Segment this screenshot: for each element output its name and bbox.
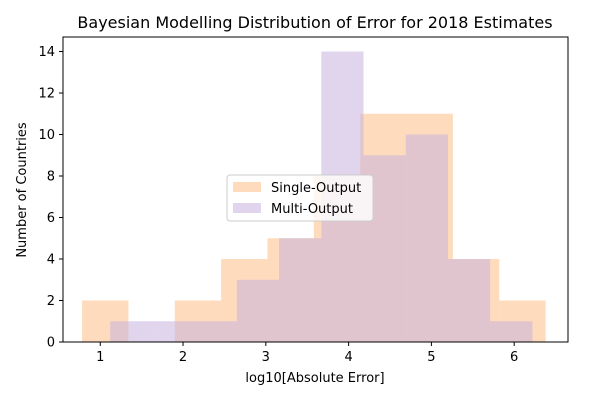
y-tick-label: 10: [38, 128, 55, 143]
bar-multi-output-4: [279, 238, 322, 342]
x-tick-label: 1: [96, 350, 104, 365]
legend-label-multi-output: Multi-Output: [271, 202, 353, 217]
bar-multi-output-1: [152, 321, 195, 342]
x-tick-label: 5: [427, 350, 435, 365]
y-tick-label: 8: [47, 170, 55, 185]
x-tick-label: 6: [510, 350, 518, 365]
x-tick-label: 3: [262, 350, 270, 365]
y-axis-label: Number of Countries: [15, 122, 30, 258]
legend-label-single-output: Single-Output: [271, 181, 361, 196]
y-tick-label: 0: [47, 336, 55, 351]
bar-multi-output-7: [405, 134, 448, 342]
y-tick-label: 6: [47, 211, 55, 226]
bar-multi-output-9: [490, 321, 533, 342]
bar-multi-output-2: [194, 321, 237, 342]
legend-box: [226, 174, 374, 222]
y-tick-label: 2: [47, 294, 55, 309]
x-tick-label: 4: [344, 350, 352, 365]
y-tick-label: 14: [38, 45, 55, 60]
bar-multi-output-3: [236, 279, 280, 342]
chart-title: Bayesian Modelling Distribution of Error…: [77, 13, 552, 32]
y-axis-ticks: 0 2 4 6 8 10 12 14: [38, 45, 63, 351]
plot-frame: [62, 36, 569, 343]
x-axis-ticks: 1 2 3 4 5 6: [96, 342, 518, 365]
x-tick-label: 2: [179, 350, 187, 365]
bar-multi-output-0: [110, 321, 153, 342]
bars-layer: [82, 51, 546, 343]
legend-swatch-multi-output: [233, 203, 261, 213]
bar-multi-output-8: [447, 259, 491, 342]
y-tick-label: 12: [38, 87, 55, 102]
y-tick-label: 4: [47, 253, 55, 268]
x-axis-label: log10[Absolute Error]: [245, 371, 384, 386]
legend: Single-Output Multi-Output: [226, 174, 374, 222]
legend-swatch-single-output: [233, 182, 261, 192]
